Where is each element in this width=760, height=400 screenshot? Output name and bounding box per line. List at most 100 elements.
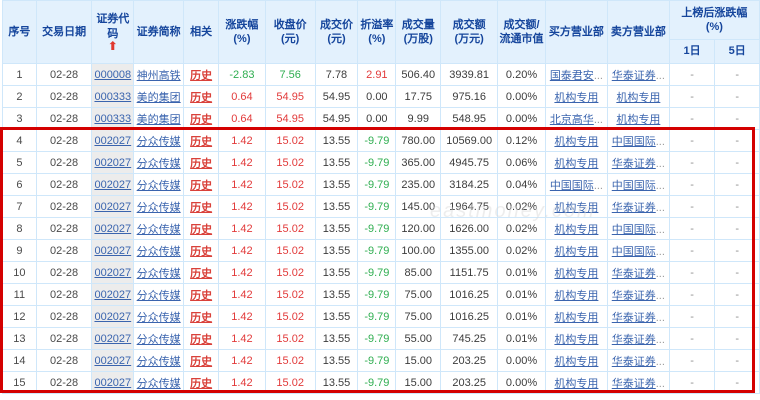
code-link[interactable]: 002027 (94, 376, 132, 389)
name-link[interactable]: 分众传媒 (136, 355, 181, 368)
code-link[interactable]: 002027 (94, 288, 132, 301)
name-link[interactable]: 分众传媒 (136, 135, 181, 148)
related-link[interactable]: 历史 (190, 377, 213, 390)
seller-link[interactable]: 华泰证券 (611, 201, 656, 214)
ellipsis: ... (655, 179, 665, 192)
code-link[interactable]: 002027 (94, 178, 132, 191)
buyer-link[interactable]: 机构专用 (554, 377, 599, 390)
cell-price: 13.55 (314, 349, 359, 372)
name-link[interactable]: 分众传媒 (136, 179, 181, 192)
buyer-link[interactable]: 机构专用 (554, 333, 599, 346)
buyer-link[interactable]: 机构专用 (554, 157, 599, 170)
buyer-link[interactable]: 机构专用 (554, 289, 599, 302)
cell-seller: 中国国际... (606, 217, 670, 240)
buyer-link[interactable]: 机构专用 (554, 91, 599, 104)
seller-link[interactable]: 华泰证券 (611, 377, 656, 390)
related-link[interactable]: 历史 (190, 113, 213, 126)
cell-price: 54.95 (314, 107, 359, 130)
seller-link[interactable]: 中国国际 (611, 223, 656, 236)
related-link[interactable]: 历史 (190, 223, 213, 236)
related-link[interactable]: 历史 (190, 157, 213, 170)
name-link[interactable]: 分众传媒 (136, 267, 181, 280)
related-link[interactable]: 历史 (190, 91, 213, 104)
buyer-link[interactable]: 北京高华 (549, 113, 594, 126)
cell-d5: - (714, 349, 760, 372)
code-link[interactable]: 000333 (94, 90, 132, 103)
seller-link[interactable]: 华泰证券 (611, 157, 656, 170)
code-link[interactable]: 002027 (94, 222, 132, 235)
header-security-code[interactable]: 证券代码 ⬆ (91, 0, 135, 64)
code-link[interactable]: 002027 (94, 266, 132, 279)
buyer-link[interactable]: 机构专用 (554, 311, 599, 324)
seller-link[interactable]: 机构专用 (616, 113, 661, 126)
cell-close: 15.02 (264, 217, 316, 240)
code-link[interactable]: 002027 (94, 244, 132, 257)
cell-price: 13.55 (314, 261, 359, 284)
name-link[interactable]: 神州高铁 (136, 69, 181, 82)
related-link[interactable]: 历史 (190, 267, 213, 280)
seller-link[interactable]: 中国国际 (611, 245, 656, 258)
name-link[interactable]: 分众传媒 (136, 289, 181, 302)
related-link[interactable]: 历史 (190, 245, 213, 258)
cell-close: 15.02 (264, 151, 316, 174)
related-link[interactable]: 历史 (190, 333, 213, 346)
buyer-link[interactable]: 机构专用 (554, 355, 599, 368)
name-link[interactable]: 美的集团 (136, 113, 181, 126)
related-link[interactable]: 历史 (190, 311, 213, 324)
name-link[interactable]: 分众传媒 (136, 333, 181, 346)
name-link[interactable]: 分众传媒 (136, 157, 181, 170)
sort-ascending-icon[interactable]: ⬆ (107, 38, 118, 53)
code-link[interactable]: 002027 (94, 354, 132, 367)
cell-code: 002027 (91, 239, 135, 262)
buyer-link[interactable]: 机构专用 (554, 245, 599, 258)
code-link[interactable]: 002027 (94, 310, 132, 323)
code-link[interactable]: 002027 (94, 156, 132, 169)
related-link[interactable]: 历史 (190, 135, 213, 148)
name-link[interactable]: 分众传媒 (136, 377, 181, 390)
cell-code: 002027 (91, 305, 135, 328)
buyer-link[interactable]: 中国国际 (549, 179, 594, 192)
cell-buyer: 国泰君安... (544, 63, 608, 86)
seller-link[interactable]: 华泰证券 (611, 289, 656, 302)
seller-link[interactable]: 机构专用 (616, 91, 661, 104)
related-link[interactable]: 历史 (190, 179, 213, 192)
cell-close: 15.02 (264, 195, 316, 218)
related-link[interactable]: 历史 (190, 69, 213, 82)
name-link[interactable]: 分众传媒 (136, 245, 181, 258)
code-link[interactable]: 000008 (94, 68, 132, 81)
seller-link[interactable]: 华泰证券 (611, 355, 656, 368)
header-amount: 成交额 (万元) (440, 0, 499, 64)
ellipsis: ... (593, 113, 603, 126)
cell-ratio: 0.00% (497, 371, 546, 394)
code-link[interactable]: 002027 (94, 134, 132, 147)
cell-volume: 15.00 (395, 371, 442, 394)
ellipsis: ... (655, 201, 665, 214)
buyer-link[interactable]: 机构专用 (554, 267, 599, 280)
code-link[interactable]: 000333 (94, 112, 132, 125)
name-link[interactable]: 分众传媒 (136, 311, 181, 324)
cell-amount: 1964.75 (440, 195, 499, 218)
cell-price: 13.55 (314, 129, 359, 152)
cell-change: 0.64 (218, 85, 266, 108)
buyer-link[interactable]: 国泰君安 (549, 69, 594, 82)
table-header: 序号 交易日期 证券代码 ⬆ 证券简称 相关 涨跌幅 (%) 收盘价 (元) 成交… (2, 0, 760, 64)
buyer-link[interactable]: 机构专用 (554, 135, 599, 148)
seller-link[interactable]: 华泰证券 (611, 267, 656, 280)
related-link[interactable]: 历史 (190, 201, 213, 214)
related-link[interactable]: 历史 (190, 355, 213, 368)
seller-link[interactable]: 中国国际 (611, 179, 656, 192)
seller-link[interactable]: 中国国际 (611, 135, 656, 148)
name-link[interactable]: 美的集团 (136, 91, 181, 104)
seller-link[interactable]: 华泰证券 (611, 69, 656, 82)
name-link[interactable]: 分众传媒 (136, 201, 181, 214)
name-link[interactable]: 分众传媒 (136, 223, 181, 236)
related-link[interactable]: 历史 (190, 289, 213, 302)
code-link[interactable]: 002027 (94, 200, 132, 213)
buyer-link[interactable]: 机构专用 (554, 201, 599, 214)
seller-link[interactable]: 华泰证券 (611, 333, 656, 346)
code-link[interactable]: 002027 (94, 332, 132, 345)
seller-link[interactable]: 华泰证券 (611, 311, 656, 324)
buyer-link[interactable]: 机构专用 (554, 223, 599, 236)
cell-related: 历史 (183, 349, 220, 372)
cell-price: 13.55 (314, 239, 359, 262)
